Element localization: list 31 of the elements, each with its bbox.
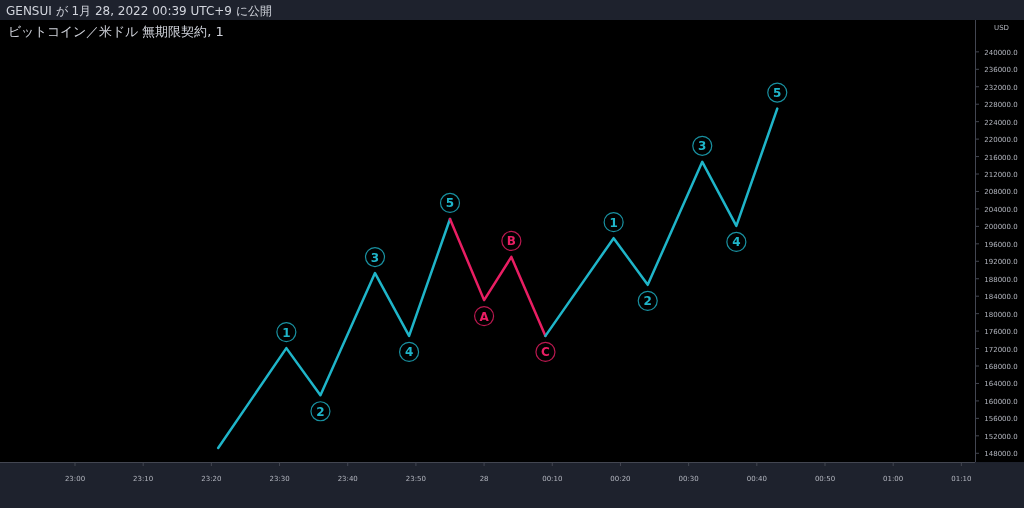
annotation: 2 — [310, 401, 331, 422]
annotation: A — [474, 306, 495, 327]
annotation: 4 — [732, 235, 741, 250]
annotation: 3 — [370, 250, 380, 265]
annotation: 5 — [445, 196, 455, 211]
annotation: 3 — [692, 135, 713, 156]
chart-title: ビットコイン／米ドル 無期限契約, 1 — [8, 24, 224, 39]
annotation: 4 — [726, 231, 747, 253]
annotation: B — [501, 230, 522, 252]
annotation: A — [479, 309, 490, 324]
annotation: 2 — [643, 294, 652, 309]
annotation: 3 — [364, 246, 386, 268]
annotation: C — [535, 341, 556, 362]
line-series — [544, 107, 779, 338]
annotation: 2 — [316, 404, 325, 419]
line-series — [216, 217, 452, 450]
annotation: 1 — [603, 212, 624, 233]
annotation: 3 — [698, 139, 707, 154]
annotation: B — [506, 234, 516, 249]
annotation: C — [541, 345, 551, 360]
line-series — [448, 217, 547, 338]
annotation: 5 — [439, 192, 461, 214]
annotation: 2 — [637, 290, 658, 311]
annotation: 1 — [282, 325, 291, 340]
annotation: 4 — [404, 345, 414, 360]
text: GENSUI が 1月 28, 2022 00:39 UTC+9 に公開 — [6, 4, 272, 18]
annotation: 5 — [767, 82, 788, 103]
annotation: 4 — [399, 341, 420, 362]
annotation: 1 — [609, 215, 618, 230]
annotation: 5 — [773, 86, 782, 101]
annotation: 1 — [276, 322, 297, 343]
